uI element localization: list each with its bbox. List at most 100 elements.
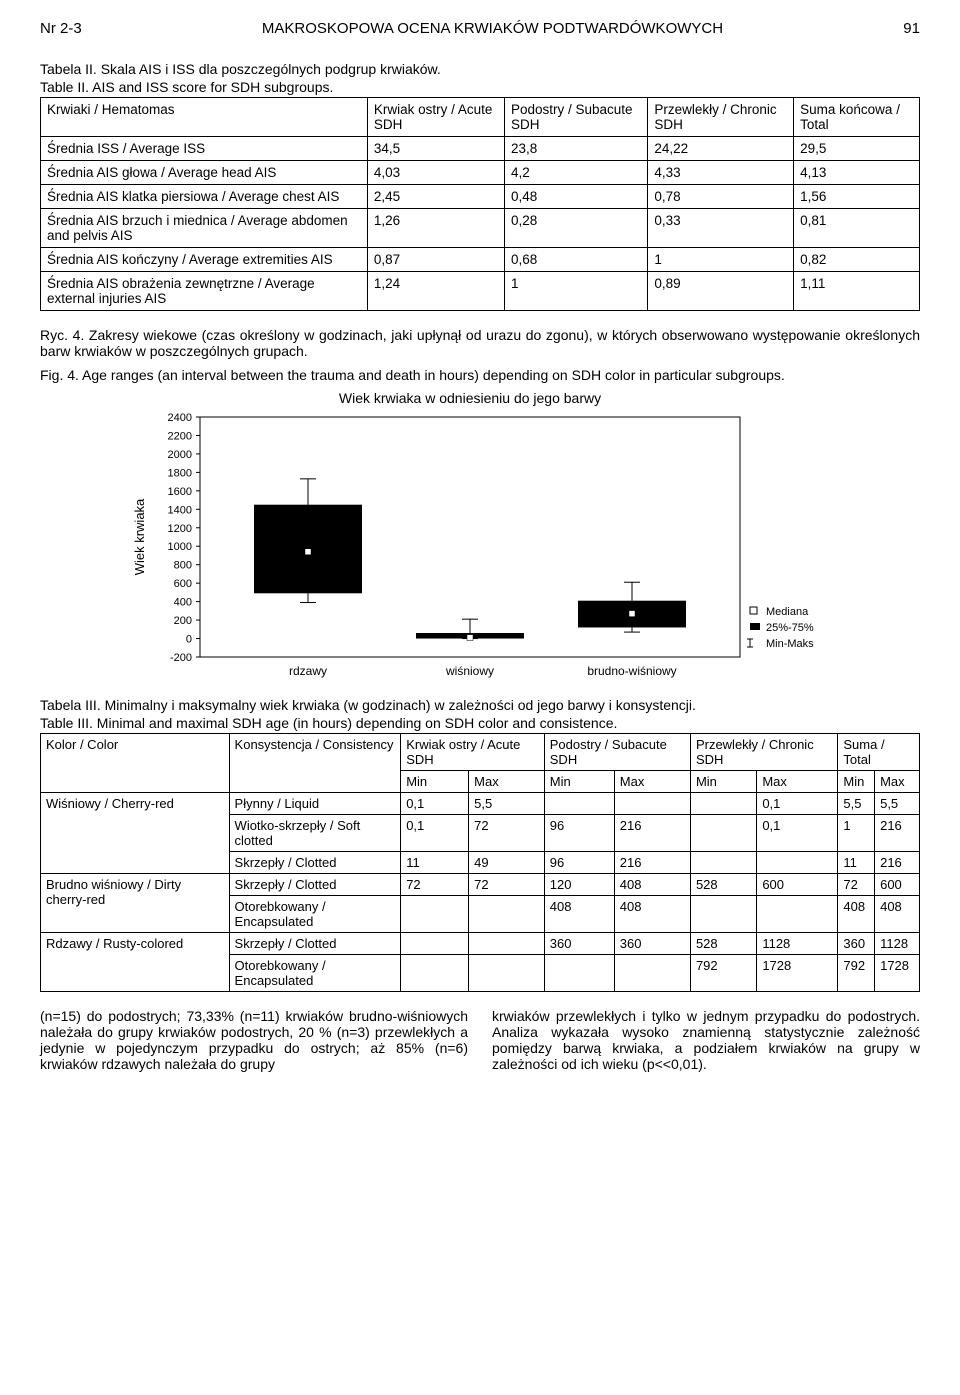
y-tick-label: 1800 <box>168 467 192 479</box>
table-cell: 600 <box>875 874 920 896</box>
table-cell <box>544 955 614 992</box>
table-cell: 0,87 <box>367 248 504 272</box>
table-cell: 792 <box>838 955 875 992</box>
table-row: Średnia AIS obrażenia zewnętrzne / Avera… <box>41 272 920 311</box>
table2-header-row: Krwiaki / Hematomas Krwiak ostry / Acute… <box>41 98 920 137</box>
legend-label: Min-Maks <box>766 638 814 650</box>
table-cell: 4,03 <box>367 161 504 185</box>
table-cell <box>614 955 690 992</box>
median-marker <box>467 635 473 641</box>
table-cell: Skrzepły / Clotted <box>229 933 401 955</box>
table-cell: 0,82 <box>794 248 920 272</box>
table-row: Rdzawy / Rusty-coloredSkrzepły / Clotted… <box>41 933 920 955</box>
table-cell: 4,13 <box>794 161 920 185</box>
table-row: Brudno wiśniowy / Dirty cherry-redSkrzep… <box>41 874 920 896</box>
t3h-color: Kolor / Color <box>41 734 230 793</box>
table-cell: Średnia AIS głowa / Average head AIS <box>41 161 368 185</box>
table-row: Średnia AIS głowa / Average head AIS4,03… <box>41 161 920 185</box>
y-tick-label: 2200 <box>168 430 192 442</box>
table-cell: 360 <box>838 933 875 955</box>
t3h2-1: Max <box>469 771 545 793</box>
color-cell: Rdzawy / Rusty-colored <box>41 933 230 992</box>
table-cell <box>401 955 469 992</box>
t3h2-6: Min <box>838 771 875 793</box>
table-row: Wiśniowy / Cherry-redPłynny / Liquid0,15… <box>41 793 920 815</box>
t3h-consistency: Konsystencja / Consistency <box>229 734 401 793</box>
table-cell: 1128 <box>875 933 920 955</box>
table-cell: 72 <box>401 874 469 896</box>
table-cell <box>757 852 838 874</box>
median-marker <box>629 611 635 617</box>
table2-h4: Suma końcowa / Total <box>794 98 920 137</box>
t3h-acute: Krwiak ostry / Acute SDH <box>401 734 545 771</box>
t3h2-4: Min <box>690 771 756 793</box>
table-cell: 49 <box>469 852 545 874</box>
table-cell: 0,89 <box>648 272 794 311</box>
bottom-left-col: (n=15) do podostrych; 73,33% (n=11) krwi… <box>40 1008 468 1072</box>
t3h2-2: Min <box>544 771 614 793</box>
table-cell: 1,26 <box>367 209 504 248</box>
table2: Krwiaki / Hematomas Krwiak ostry / Acute… <box>40 97 920 311</box>
table-cell: 23,8 <box>504 137 647 161</box>
table-row: Średnia ISS / Average ISS34,523,824,2229… <box>41 137 920 161</box>
table-cell: 1 <box>504 272 647 311</box>
table-cell: 528 <box>690 874 756 896</box>
table-cell: 1 <box>838 815 875 852</box>
table3-caption-en: Table III. Minimal and maximal SDH age (… <box>40 715 920 731</box>
t3h2-3: Max <box>614 771 690 793</box>
table-cell: 2,45 <box>367 185 504 209</box>
table-cell: 408 <box>614 874 690 896</box>
color-cell: Wiśniowy / Cherry-red <box>41 793 230 874</box>
table3: Kolor / Color Konsystencja / Consistency… <box>40 733 920 992</box>
y-tick-label: 1600 <box>168 486 192 498</box>
fig4-caption-pl: Ryc. 4. Zakresy wiekowe (czas określony … <box>40 327 920 359</box>
table-cell: 792 <box>690 955 756 992</box>
legend-marker <box>750 623 760 630</box>
table-cell: 5,5 <box>838 793 875 815</box>
table-cell <box>690 896 756 933</box>
fig4-chart-wrap: Wiek krwiaka w odniesieniu do jego barwy… <box>40 387 920 697</box>
table2-h2: Podostry / Subacute SDH <box>504 98 647 137</box>
table-cell: Płynny / Liquid <box>229 793 401 815</box>
table2-h1: Krwiak ostry / Acute SDH <box>367 98 504 137</box>
t3h2-7: Max <box>875 771 920 793</box>
table-cell <box>401 896 469 933</box>
table-cell: 24,22 <box>648 137 794 161</box>
table-cell <box>401 933 469 955</box>
table-cell: 1,11 <box>794 272 920 311</box>
table-cell: 1728 <box>875 955 920 992</box>
y-tick-label: -200 <box>170 652 192 664</box>
table-cell: 408 <box>614 896 690 933</box>
header-left: Nr 2-3 <box>40 20 82 37</box>
table-cell: 120 <box>544 874 614 896</box>
x-tick-label: rdzawy <box>289 664 327 678</box>
table-cell: 1128 <box>757 933 838 955</box>
fig4-caption-en: Fig. 4. Age ranges (an interval between … <box>40 367 920 383</box>
table-cell: 0,81 <box>794 209 920 248</box>
table-cell: 0,48 <box>504 185 647 209</box>
y-tick-label: 800 <box>174 560 192 572</box>
table3-caption-pl: Tabela III. Minimalny i maksymalny wiek … <box>40 697 920 713</box>
header-right: 91 <box>903 20 920 37</box>
table-cell: 216 <box>614 852 690 874</box>
legend-marker <box>750 607 757 614</box>
table-cell <box>690 793 756 815</box>
table-cell: 0,68 <box>504 248 647 272</box>
y-tick-label: 2400 <box>168 412 192 424</box>
table-cell: 408 <box>544 896 614 933</box>
table2-caption-pl: Tabela II. Skala AIS i ISS dla poszczegó… <box>40 61 920 77</box>
table2-caption-en: Table II. AIS and ISS score for SDH subg… <box>40 79 920 95</box>
y-tick-label: 0 <box>186 634 192 646</box>
table-cell: 0,1 <box>757 793 838 815</box>
table-cell: 0,1 <box>401 793 469 815</box>
chart-title: Wiek krwiaka w odniesieniu do jego barwy <box>339 390 601 406</box>
y-tick-label: 1200 <box>168 523 192 535</box>
table-cell: 96 <box>544 852 614 874</box>
table-cell <box>690 815 756 852</box>
table-cell: 528 <box>690 933 756 955</box>
table-cell: 600 <box>757 874 838 896</box>
table-cell: Średnia AIS brzuch i miednica / Average … <box>41 209 368 248</box>
bottom-right-col: krwiaków przewlekłych i tylko w jednym p… <box>492 1008 920 1072</box>
table-cell: 11 <box>838 852 875 874</box>
t3h-chronic: Przewlekły / Chronic SDH <box>690 734 837 771</box>
